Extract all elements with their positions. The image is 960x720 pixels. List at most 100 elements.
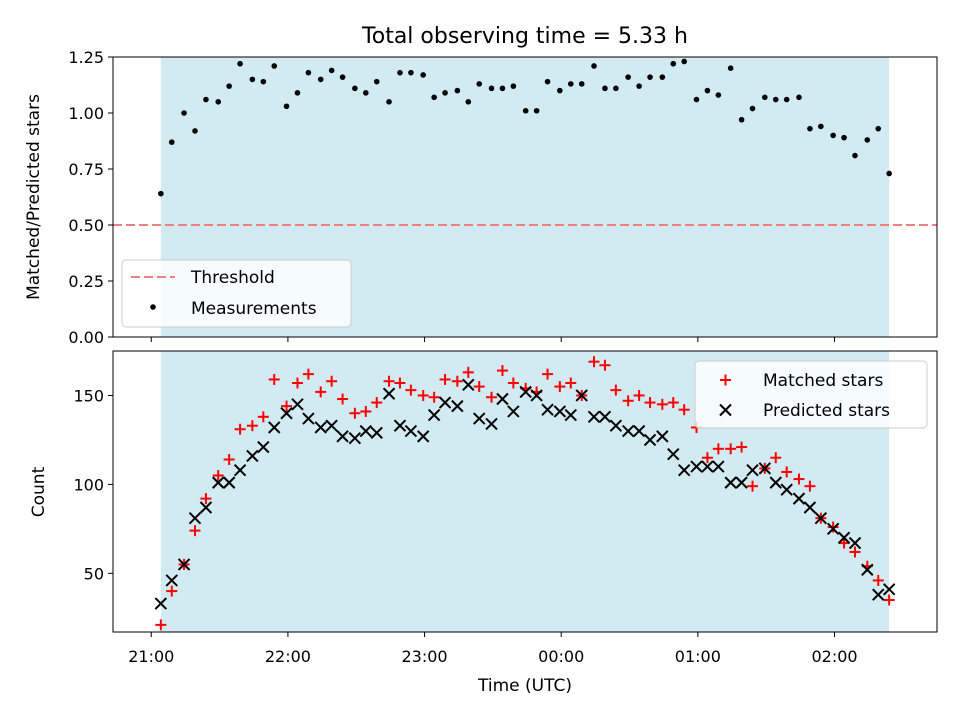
measurement-point [168, 139, 175, 145]
predicted-star-point [609, 419, 623, 432]
predicted-star-marker-b [701, 460, 714, 473]
predicted-star-point [541, 403, 554, 416]
predicted-star-point [370, 426, 383, 440]
predicted-star-point [826, 522, 840, 536]
predicted-star-marker-b [336, 430, 349, 443]
predicted-star-point [165, 574, 178, 587]
predicted-star-point [348, 431, 362, 445]
predicted-star-point [735, 476, 748, 489]
predicted-star-marker-b [246, 449, 259, 463]
measurement-point [783, 96, 790, 103]
predicted-star-point [280, 407, 293, 420]
measurement-point [158, 190, 164, 197]
predicted-star-point [393, 419, 407, 432]
measurement-point [386, 99, 392, 105]
measurement-point [454, 87, 461, 94]
matched-star-point [428, 391, 440, 403]
predicted-star-marker-b [222, 476, 236, 489]
measurement-point [602, 85, 608, 92]
measurement-point [294, 90, 301, 96]
measurement-point [328, 67, 335, 74]
top-panel: 0.00 0.25 0.50 0.75 1.00 1.25 Matched/Predict… [24, 48, 938, 347]
predicted-star-marker-b [609, 419, 623, 432]
measurement-point [352, 85, 358, 92]
predicted-star-marker-b [393, 419, 407, 432]
matched-star-point [257, 411, 269, 423]
predicted-star-marker-b [621, 424, 635, 438]
predicted-star-point [553, 405, 567, 418]
predicted-star-point [848, 536, 862, 550]
predicted-star-point [177, 558, 191, 571]
matched-star-point [781, 466, 793, 478]
matched-star-point [326, 375, 338, 387]
matched-star-point [234, 423, 246, 435]
legend-predicted-swatch [719, 403, 732, 417]
measurement-point [830, 132, 836, 139]
measurement-point [625, 74, 631, 80]
predicted-star-point [814, 511, 828, 525]
predicted-star-marker-b [451, 399, 464, 413]
matched-star-point [736, 441, 748, 453]
predicted-star-marker-b [792, 492, 806, 505]
predicted-star-marker-b [712, 460, 725, 473]
measurement-point [886, 170, 892, 177]
measurement-point [841, 134, 847, 141]
figure-title: Total observing time = 5.33 h [361, 24, 688, 49]
x-tick-label: 21:00 [128, 647, 174, 666]
predicted-star-marker-b [848, 536, 862, 550]
measurement-point [578, 81, 585, 87]
measurement-point [864, 137, 871, 143]
predicted-star-marker-b [575, 389, 588, 402]
predicted-star-point [746, 463, 759, 477]
predicted-star-marker-b [861, 563, 874, 576]
predicted-star-marker-b [280, 407, 293, 420]
x-axis-label: Time (UTC) [477, 676, 572, 696]
predicted-star-point [473, 412, 486, 425]
matched-star-point [644, 397, 656, 409]
x-tick-label: 23:00 [402, 647, 448, 666]
matched-star-point [554, 381, 566, 393]
matched-star-point [872, 574, 884, 586]
x-tick-label: 01:00 [675, 647, 721, 666]
predicted-star-marker-b [769, 476, 782, 489]
legend-matched-label: Matched stars [763, 371, 883, 391]
predicted-star-marker-b [632, 424, 646, 438]
matched-star-point [633, 389, 645, 401]
predicted-star-marker-b [496, 392, 509, 406]
measurement-point [772, 96, 779, 103]
matched-star-point [610, 384, 622, 396]
measurement-point [522, 107, 529, 114]
measurement-point [738, 116, 745, 123]
matched-star-point [337, 393, 349, 405]
top-y-tick-label: 0.50 [68, 216, 104, 235]
predicted-star-point [507, 405, 520, 418]
predicted-star-point [519, 385, 532, 399]
measurement-point [237, 60, 243, 67]
predicted-star-point [690, 460, 703, 473]
matched-star-point [542, 368, 554, 380]
predicted-star-marker-b [382, 387, 396, 400]
predicted-star-marker-b [598, 410, 612, 424]
predicted-star-marker-b [656, 430, 669, 443]
measurement-point [818, 123, 824, 130]
matched-star-point [565, 377, 577, 389]
measurement-point [762, 94, 768, 101]
measurement-point [408, 69, 414, 76]
predicted-star-marker-b [530, 389, 543, 402]
matched-star-point [701, 452, 713, 464]
predicted-star-marker-b [667, 447, 680, 461]
measurement-point [681, 58, 687, 65]
legend-measurements-swatch [150, 304, 156, 310]
predicted-star-marker-b [735, 476, 748, 489]
predicted-star-point [404, 424, 418, 438]
predicted-star-marker-b [348, 431, 362, 445]
matched-star-point [667, 397, 679, 409]
predicted-star-point [564, 408, 577, 422]
bottom-y-axis-label: Count [29, 466, 49, 517]
predicted-star-point [656, 430, 669, 443]
measurement-point [488, 85, 495, 92]
x-tick-label: 02:00 [811, 647, 857, 666]
matched-star-point [656, 398, 668, 410]
measurement-point [476, 81, 483, 87]
matched-star-point [883, 594, 895, 606]
